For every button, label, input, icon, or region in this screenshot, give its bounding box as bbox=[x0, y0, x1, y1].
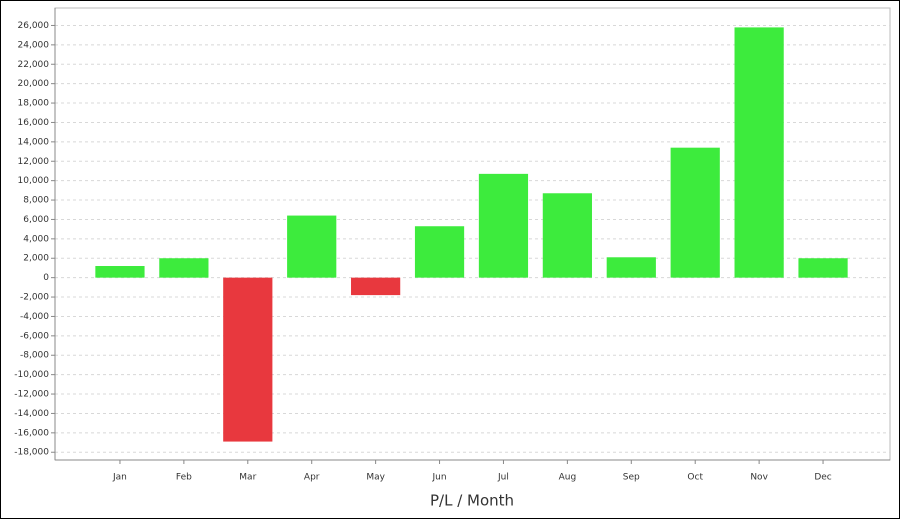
y-tick-label: 22,000 bbox=[18, 60, 50, 70]
y-tick-label: -18,000 bbox=[14, 448, 49, 458]
y-tick-label: 12,000 bbox=[18, 157, 50, 167]
y-tick-label: -8,000 bbox=[20, 351, 49, 361]
y-tick-label: 10,000 bbox=[18, 176, 50, 186]
y-tick-label: 4,000 bbox=[23, 234, 49, 244]
bar bbox=[351, 277, 401, 296]
y-tick-label: 14,000 bbox=[18, 137, 50, 147]
y-tick-label: -6,000 bbox=[20, 331, 49, 341]
y-tick-label: -14,000 bbox=[14, 409, 49, 419]
x-axis-title: P/L / Month bbox=[430, 492, 514, 510]
bar bbox=[542, 193, 592, 278]
bar bbox=[670, 147, 720, 278]
y-tick-label: 8,000 bbox=[23, 196, 49, 206]
y-tick-label: -16,000 bbox=[14, 428, 49, 438]
x-tick-label: Sep bbox=[623, 473, 640, 483]
y-tick-label: 16,000 bbox=[18, 118, 50, 128]
x-tick-label: May bbox=[366, 473, 385, 483]
bar bbox=[159, 258, 209, 278]
x-tick-label: Mar bbox=[239, 473, 256, 483]
y-tick-label: -10,000 bbox=[14, 370, 49, 380]
x-tick-label: Jul bbox=[497, 473, 509, 483]
bar bbox=[478, 173, 529, 278]
bar bbox=[606, 257, 656, 278]
x-tick-label: Feb bbox=[176, 473, 192, 483]
x-tick-label: Oct bbox=[687, 473, 703, 483]
bar bbox=[414, 226, 465, 278]
bar bbox=[223, 277, 273, 442]
y-tick-label: -12,000 bbox=[14, 390, 49, 400]
x-tick-label: Nov bbox=[750, 473, 768, 483]
y-tick-label: 18,000 bbox=[18, 99, 50, 109]
x-tick-label: Dec bbox=[814, 473, 831, 483]
bar bbox=[734, 27, 784, 278]
y-tick-label: 20,000 bbox=[18, 79, 50, 89]
bar bbox=[287, 215, 337, 278]
y-tick-label: 2,000 bbox=[23, 254, 49, 264]
y-tick-label: 26,000 bbox=[18, 21, 50, 31]
x-tick-label: Apr bbox=[304, 473, 320, 483]
y-tick-label: 0 bbox=[43, 273, 49, 283]
x-tick-label: Jun bbox=[432, 473, 447, 483]
y-tick-label: -2,000 bbox=[20, 293, 49, 303]
y-tick-label: 24,000 bbox=[18, 40, 50, 50]
y-tick-label: -4,000 bbox=[20, 312, 49, 322]
y-tick-label: 6,000 bbox=[23, 215, 49, 225]
x-tick-label: Aug bbox=[559, 473, 577, 483]
bar bbox=[95, 266, 145, 278]
bar bbox=[798, 258, 848, 278]
x-tick-label: Jan bbox=[112, 473, 127, 483]
